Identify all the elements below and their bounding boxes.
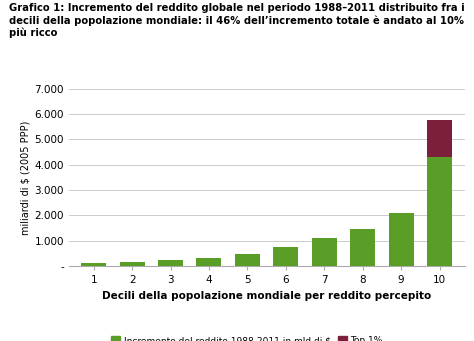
Bar — [389, 213, 414, 266]
Bar — [119, 262, 145, 266]
Bar — [197, 257, 221, 266]
Bar — [273, 247, 298, 266]
Bar — [158, 260, 183, 266]
Bar — [427, 157, 452, 266]
Y-axis label: miliardi di $ (2005 PPP): miliardi di $ (2005 PPP) — [20, 120, 30, 235]
Legend: Incremento del reddito 1988-2011 in mld di $, Top 1%: Incremento del reddito 1988-2011 in mld … — [107, 332, 386, 341]
Text: Grafico 1: Incremento del reddito globale nel periodo 1988–2011 distribuito fra : Grafico 1: Incremento del reddito global… — [9, 3, 465, 38]
Bar — [81, 263, 106, 266]
Bar — [350, 229, 375, 266]
Bar — [427, 120, 452, 157]
Bar — [235, 254, 260, 266]
X-axis label: Decili della popolazione mondiale per reddito percepito: Decili della popolazione mondiale per re… — [102, 291, 431, 300]
Bar — [312, 238, 337, 266]
